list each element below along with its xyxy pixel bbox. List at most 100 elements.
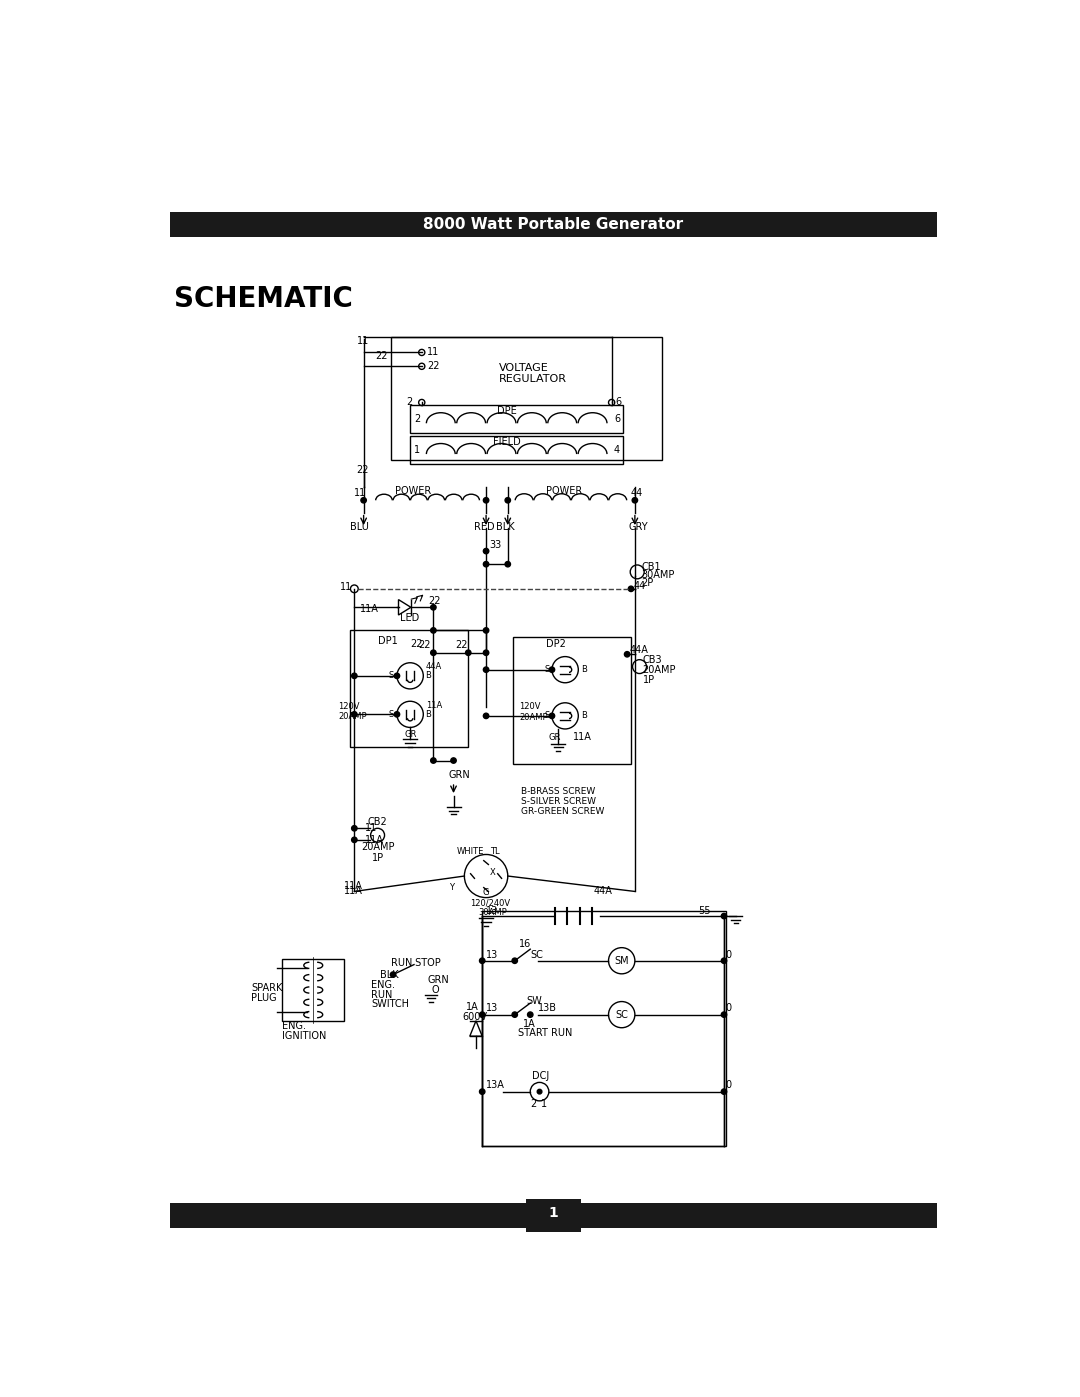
Text: 0: 0 <box>726 1003 731 1013</box>
Circle shape <box>419 400 424 405</box>
Text: STOP: STOP <box>411 958 441 968</box>
Text: 1: 1 <box>549 1206 558 1221</box>
Text: 120V: 120V <box>338 703 360 711</box>
Text: LED: LED <box>400 613 419 623</box>
Text: 44: 44 <box>631 488 644 497</box>
Text: DCJ: DCJ <box>531 1071 549 1081</box>
Circle shape <box>530 1083 549 1101</box>
Text: 13: 13 <box>486 905 498 915</box>
Circle shape <box>352 826 357 831</box>
Text: POWER: POWER <box>394 486 431 496</box>
Text: 11: 11 <box>428 348 440 358</box>
Text: BLK: BLK <box>496 522 515 532</box>
Circle shape <box>552 657 578 683</box>
Text: 20AMP: 20AMP <box>361 842 394 852</box>
Circle shape <box>484 497 489 503</box>
Text: 20AMP: 20AMP <box>643 665 676 676</box>
Text: 30AMP: 30AMP <box>642 570 674 580</box>
Circle shape <box>484 714 489 718</box>
Text: DPE: DPE <box>497 407 517 416</box>
Text: WHITE: WHITE <box>457 847 484 856</box>
Text: RUN: RUN <box>372 989 393 1000</box>
Circle shape <box>352 711 357 717</box>
Text: 4: 4 <box>613 446 620 455</box>
Text: 44A: 44A <box>594 887 612 897</box>
Circle shape <box>608 947 635 974</box>
Text: 11: 11 <box>356 335 369 346</box>
Text: BLU: BLU <box>350 522 368 532</box>
Text: 0: 0 <box>726 1080 731 1091</box>
Text: GR: GR <box>549 733 562 742</box>
Circle shape <box>480 1088 485 1094</box>
Circle shape <box>390 972 395 978</box>
Text: GR-GREEN SCREW: GR-GREEN SCREW <box>521 807 605 816</box>
Circle shape <box>550 714 555 718</box>
Text: RUN: RUN <box>391 958 413 968</box>
Circle shape <box>484 650 489 655</box>
Text: DP1: DP1 <box>378 636 399 647</box>
Circle shape <box>484 562 489 567</box>
Circle shape <box>505 497 511 503</box>
Circle shape <box>721 914 727 919</box>
Text: 120V: 120V <box>519 703 541 711</box>
Text: SCHEMATIC: SCHEMATIC <box>174 285 353 313</box>
Circle shape <box>431 627 436 633</box>
Text: GRN: GRN <box>448 770 470 780</box>
Text: 1: 1 <box>541 1099 548 1109</box>
Bar <box>513 637 631 764</box>
Text: SC: SC <box>530 950 543 960</box>
Circle shape <box>608 1002 635 1028</box>
Text: B: B <box>581 665 586 675</box>
Circle shape <box>552 703 578 729</box>
Text: 0: 0 <box>726 950 731 960</box>
Text: 2: 2 <box>406 398 413 408</box>
Circle shape <box>350 585 359 592</box>
Text: S: S <box>545 711 550 721</box>
Text: B: B <box>581 711 586 721</box>
Text: 20AMP: 20AMP <box>519 712 548 722</box>
Circle shape <box>397 701 423 728</box>
Circle shape <box>484 549 489 553</box>
Text: G: G <box>482 888 488 897</box>
Bar <box>482 911 727 1146</box>
Text: ENG.: ENG. <box>372 981 395 990</box>
Text: SW: SW <box>526 996 542 1006</box>
Text: GRN: GRN <box>428 975 449 985</box>
Text: 13: 13 <box>486 1003 498 1013</box>
Circle shape <box>721 958 727 964</box>
Text: SM: SM <box>615 956 629 965</box>
Text: CB1: CB1 <box>642 562 661 571</box>
Text: 16: 16 <box>519 939 531 949</box>
Circle shape <box>394 711 400 717</box>
Text: 22: 22 <box>410 638 422 648</box>
Text: 13A: 13A <box>486 1080 505 1091</box>
Text: IGNITION: IGNITION <box>282 1031 326 1041</box>
Text: BLK: BLK <box>380 970 399 979</box>
Text: 11: 11 <box>339 583 352 592</box>
Text: 8000 Watt Portable Generator: 8000 Watt Portable Generator <box>423 217 684 232</box>
Circle shape <box>633 659 647 673</box>
Text: 55: 55 <box>699 905 711 915</box>
Circle shape <box>512 958 517 964</box>
Circle shape <box>480 1011 485 1017</box>
Text: 22: 22 <box>455 640 468 650</box>
Text: 33: 33 <box>489 539 501 550</box>
Text: 11A: 11A <box>365 835 384 845</box>
Text: 30AMP: 30AMP <box>478 908 508 916</box>
Text: DP2: DP2 <box>545 638 566 648</box>
Circle shape <box>512 1011 517 1017</box>
Circle shape <box>450 757 456 763</box>
Text: GRY: GRY <box>629 522 648 532</box>
Circle shape <box>394 673 400 679</box>
Circle shape <box>632 497 637 503</box>
Text: 44A: 44A <box>426 662 442 671</box>
Text: 120/240V: 120/240V <box>471 898 511 908</box>
Text: SC: SC <box>616 1010 629 1020</box>
Bar <box>170 1203 937 1228</box>
Text: B: B <box>426 672 432 680</box>
Bar <box>391 337 662 460</box>
Text: 22: 22 <box>418 640 430 650</box>
Circle shape <box>484 666 489 672</box>
Text: 22: 22 <box>428 597 441 606</box>
Text: ENG.: ENG. <box>282 1021 307 1031</box>
